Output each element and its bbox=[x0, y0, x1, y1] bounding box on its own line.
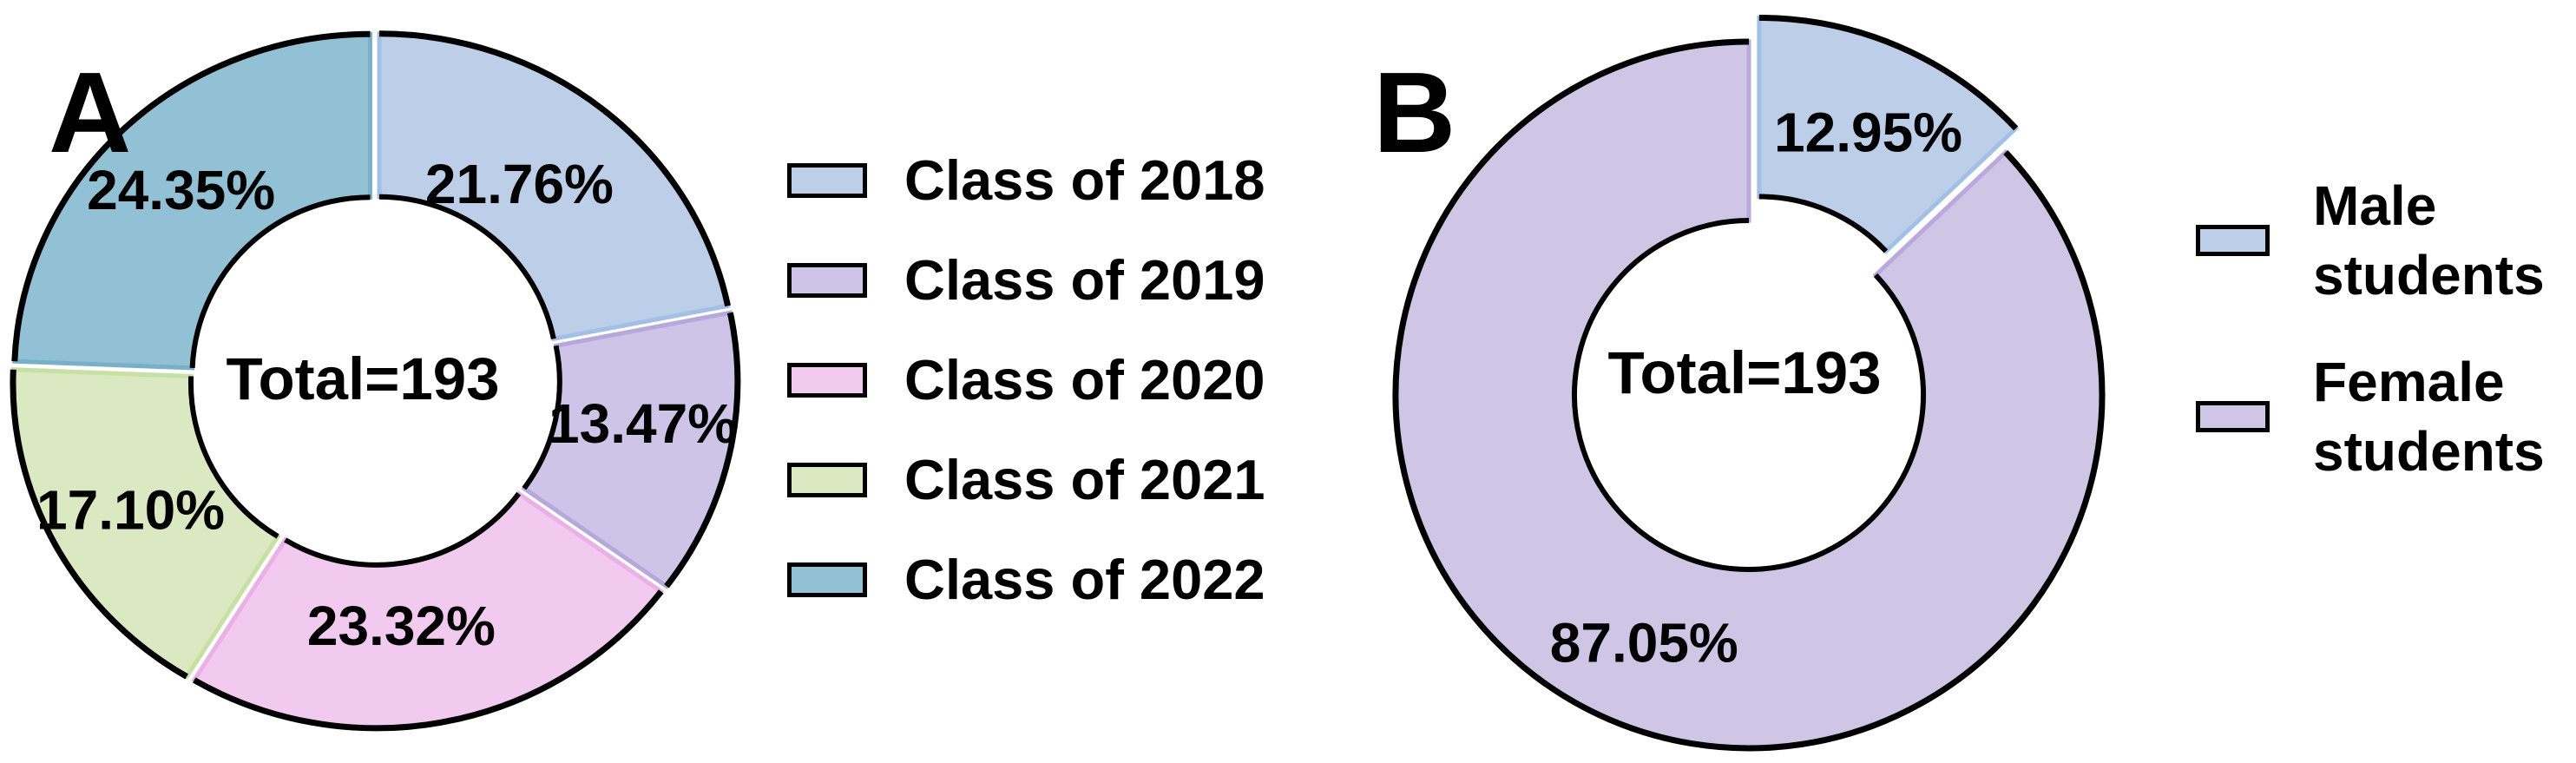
slice-outer-arc bbox=[379, 30, 732, 307]
donut-slice-class-of-2018: 21.76% bbox=[377, 30, 732, 342]
slice-outer-arc bbox=[1758, 14, 2019, 131]
donut-slice-class-of-2020: 23.32% bbox=[191, 490, 665, 732]
legend-swatch-2020 bbox=[787, 363, 867, 398]
legend-item-2019: Class of 2019 bbox=[787, 248, 1265, 312]
legend-item-2020: Class of 2020 bbox=[787, 348, 1265, 411]
slice-inner-arc bbox=[379, 194, 556, 339]
slice-percent-label: 12.95% bbox=[1774, 102, 1962, 164]
slice-outer-arc bbox=[10, 369, 188, 680]
donut-slice-class-of-2021: 17.10% bbox=[10, 367, 281, 680]
donut-chart-a: 21.76% 13.47% 23.32% 17.10% 24.35% Total=193 bbox=[10, 30, 741, 732]
slice-inner-arc bbox=[187, 376, 279, 539]
legend-label-2022: Class of 2022 bbox=[904, 548, 1265, 611]
donut-slice-male-students: 12.95% bbox=[1757, 14, 2020, 254]
donut-slice-female-students: 87.05% bbox=[1392, 38, 2106, 752]
legend-swatch-male bbox=[2196, 225, 2270, 256]
legend-label-2019: Class of 2019 bbox=[904, 248, 1265, 312]
legend-label-2021: Class of 2021 bbox=[904, 448, 1265, 511]
legend-item-2022: Class of 2022 bbox=[787, 548, 1265, 611]
legend-gender: Male students Female students bbox=[2196, 171, 2545, 486]
slice-inner-arc bbox=[189, 194, 371, 368]
legend-swatch-2021 bbox=[787, 463, 867, 497]
donut-slice-class-of-2019: 13.47% bbox=[521, 310, 741, 589]
donut-chart-b: 12.95% 87.05% Total=193 bbox=[1392, 14, 2106, 752]
slice-percent-label: 87.05% bbox=[1550, 612, 1738, 674]
legend-label-male: Male students bbox=[2313, 174, 2545, 306]
legend-item-male: Male students bbox=[2196, 171, 2545, 310]
legend-swatch-female bbox=[2196, 401, 2270, 432]
slice-inner-arc bbox=[1758, 194, 1889, 253]
legend-label-2020: Class of 2020 bbox=[904, 348, 1265, 411]
slice-percent-label: 13.47% bbox=[549, 392, 737, 455]
legend-item-female: Female students bbox=[2196, 347, 2545, 486]
slice-inner-arc bbox=[1572, 218, 1926, 572]
slice-outer-arc bbox=[664, 312, 741, 589]
legend-class-years: Class of 2018 Class of 2019 Class of 202… bbox=[787, 148, 1265, 611]
legend-swatch-2022 bbox=[787, 562, 867, 597]
legend-swatch-2018 bbox=[787, 163, 867, 198]
slice-outer-arc bbox=[1392, 38, 2106, 752]
legend-label-2018: Class of 2018 bbox=[904, 148, 1265, 212]
slice-outer-arc bbox=[11, 30, 371, 362]
slice-outer-arc bbox=[193, 589, 664, 732]
legend-swatch-2019 bbox=[787, 263, 867, 298]
slice-percent-label: 17.10% bbox=[36, 478, 225, 541]
slice-inner-arc bbox=[522, 345, 562, 490]
slice-inner-arc bbox=[284, 491, 522, 568]
panel-label-b: B bbox=[1373, 49, 1456, 176]
donut-center-label: Total=193 bbox=[226, 345, 499, 412]
slice-percent-label: 21.76% bbox=[425, 153, 614, 215]
donut-slice-class-of-2022: 24.35% bbox=[11, 30, 372, 371]
legend-label-female: Female students bbox=[2313, 351, 2545, 483]
legend-item-2018: Class of 2018 bbox=[787, 148, 1265, 212]
donut-center-label: Total=193 bbox=[1607, 339, 1881, 406]
panel-label-a: A bbox=[49, 49, 132, 176]
slice-percent-label: 23.32% bbox=[307, 595, 496, 657]
legend-item-2021: Class of 2021 bbox=[787, 448, 1265, 511]
slice-percent-label: 24.35% bbox=[87, 159, 275, 221]
